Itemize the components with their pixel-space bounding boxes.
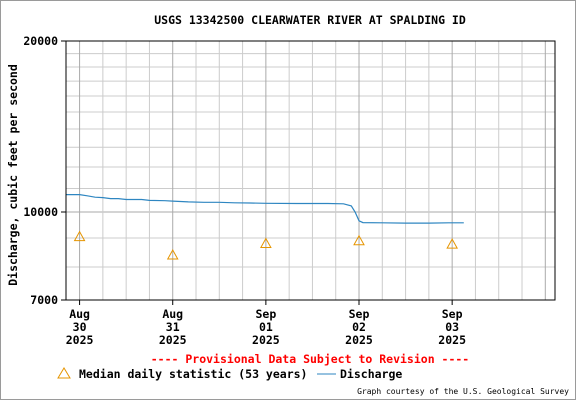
grid-lines [66, 41, 555, 300]
provisional-notice: ---- Provisional Data Subject to Revisio… [151, 352, 470, 366]
y-tick-label: 7000 [30, 293, 58, 307]
discharge-series [66, 194, 464, 224]
y-tick-label: 20000 [23, 34, 58, 48]
x-tick-label: 01 [259, 320, 273, 334]
legend: Median daily statistic (53 years) Discha… [57, 367, 402, 381]
legend-median-triangle-icon [57, 367, 71, 379]
median-triangle-marker [73, 230, 86, 242]
credit-text: Graph courtesy of the U.S. Geological Su… [357, 387, 569, 396]
x-tick-label: 30 [73, 320, 87, 334]
x-axis-ticks: Aug302025Aug312025Sep012025Sep022025Sep0… [66, 300, 466, 347]
x-tick-label: 2025 [66, 333, 94, 347]
x-tick-label: Aug [69, 307, 90, 321]
legend-discharge-label: Discharge [340, 367, 402, 381]
x-tick-label: 31 [166, 320, 180, 334]
y-tick-label: 10000 [23, 205, 58, 219]
plot-border [65, 40, 556, 301]
x-tick-label: 2025 [438, 333, 466, 347]
x-tick-label: Sep [349, 307, 370, 321]
discharge-line [66, 194, 464, 224]
x-tick-label: 2025 [345, 333, 373, 347]
median-triangle-marker [166, 248, 179, 260]
median-markers [73, 230, 459, 260]
x-tick-label: 02 [352, 320, 366, 334]
chart-title: USGS 13342500 CLEARWATER RIVER AT SPALDI… [154, 13, 466, 27]
legend-median-label: Median daily statistic (53 years) [79, 367, 307, 381]
x-tick-label: Sep [442, 307, 463, 321]
y-axis-ticks: 20000 10000 7000 [23, 34, 66, 307]
median-triangle-marker [353, 234, 365, 246]
x-tick-label: 2025 [252, 333, 280, 347]
y-axis-label: Discharge, cubic feet per second [6, 64, 20, 286]
x-tick-label: Sep [255, 307, 276, 321]
x-tick-label: Aug [162, 307, 183, 321]
x-tick-label: 03 [445, 320, 459, 334]
x-tick-label: 2025 [159, 333, 187, 347]
median-triangle-marker [260, 237, 272, 249]
median-triangle-marker [446, 238, 459, 249]
